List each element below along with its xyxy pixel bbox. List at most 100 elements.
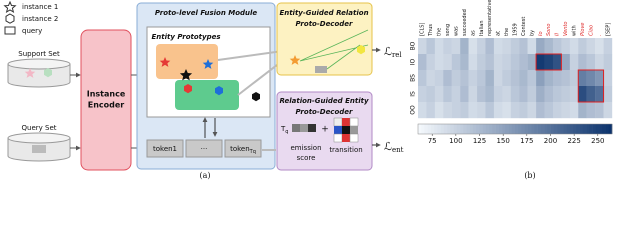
legend-star <box>3 0 17 13</box>
heat-cell <box>536 38 545 55</box>
heat-cell <box>552 70 562 87</box>
colorbar-segment <box>466 124 471 134</box>
emission-matrix <box>292 124 316 132</box>
colorbar-tick-label: 200 <box>544 137 557 145</box>
heat-cell <box>595 54 604 71</box>
heat-cell <box>493 102 503 119</box>
heat-cell <box>502 102 511 119</box>
heat-cell <box>502 38 511 55</box>
token-box <box>146 139 184 158</box>
colorbar-segment <box>469 124 474 134</box>
heat-cell <box>443 102 452 119</box>
loss-symbol: ℒ <box>384 45 392 58</box>
heat-cell <box>578 86 587 103</box>
heat-cell <box>477 54 486 71</box>
emission-label: emission <box>290 144 321 152</box>
cylinder-top <box>7 132 71 144</box>
heat-cell <box>536 54 545 71</box>
colorbar-tick-label: 100 <box>449 137 462 145</box>
heat-cell <box>468 70 478 87</box>
colorbar-segment <box>424 124 428 134</box>
colorbar-segment <box>453 124 458 134</box>
column-label: . <box>597 34 603 36</box>
colorbar-segment <box>508 124 513 134</box>
heat-cell <box>477 70 486 87</box>
heat-cell <box>443 38 452 55</box>
column-label: the <box>437 28 443 36</box>
heat-cell <box>519 54 528 71</box>
emission-label: score <box>297 154 316 162</box>
colorbar-segment <box>576 124 580 134</box>
colorbar-segment <box>456 124 461 134</box>
colorbar-segment <box>592 124 597 134</box>
heat-cell <box>519 38 528 55</box>
token-text: token <box>230 145 250 153</box>
colorbar-tick-label: 125 <box>473 137 486 145</box>
heat-cell <box>527 54 537 71</box>
relation-decoder <box>276 2 373 76</box>
heat-cell <box>460 86 469 103</box>
heat-cell <box>519 70 528 87</box>
colorbar-segment <box>460 124 464 134</box>
colorbar-segment <box>540 124 545 134</box>
heat-cell <box>418 70 427 87</box>
colorbar-segment <box>463 124 467 134</box>
highlight-box <box>577 69 605 103</box>
colorbar-segment <box>599 124 603 134</box>
caption: (a) <box>199 171 210 180</box>
heat-cell <box>578 102 587 119</box>
colorbar-segment <box>547 124 551 134</box>
heat-cell <box>569 70 579 87</box>
heat-cell <box>536 86 545 103</box>
token-text: token1 <box>153 145 177 153</box>
heat-cell <box>595 70 604 87</box>
tq-main: T <box>280 125 286 133</box>
heat-cell <box>544 86 554 103</box>
heat-cell <box>552 38 562 55</box>
heat-cell <box>578 54 587 71</box>
heat-cell <box>527 102 537 119</box>
heat-cell <box>443 70 452 87</box>
heat-cell <box>468 38 478 55</box>
colorbar-segment <box>511 124 516 134</box>
column-label: [SEP] <box>605 23 611 36</box>
heat-cell <box>552 102 562 119</box>
heat-cell <box>451 102 461 119</box>
token-sub: Tq <box>249 149 256 155</box>
column-label: by <box>529 30 535 36</box>
heat-cell <box>434 54 444 71</box>
encoder-label: Encoder <box>88 101 125 110</box>
colorbar-segment <box>440 124 445 134</box>
colorbar-segment <box>505 124 509 134</box>
colorbar-segment <box>492 124 496 134</box>
colorbar-segment <box>421 124 425 134</box>
query-icon <box>315 66 327 73</box>
colorbar-segment <box>485 124 490 134</box>
heat-cell <box>451 70 461 87</box>
heat-cell <box>434 102 444 119</box>
colorbar-segment <box>550 124 555 134</box>
colorbar-segment <box>447 124 451 134</box>
token-label: token1 <box>153 145 177 153</box>
colorbar-segment <box>476 124 480 134</box>
prototypes-title: Entity Prototypes <box>151 33 220 41</box>
decoder-title: Relation-Guided Entity <box>279 97 369 105</box>
heat-cell <box>595 38 604 55</box>
heat-cell <box>418 54 427 71</box>
colorbar-tick-label: 250 <box>591 137 604 145</box>
heat-cell <box>426 70 436 87</box>
colorbar-segment <box>573 124 577 134</box>
column-label: song <box>445 24 451 36</box>
heat-cell <box>586 102 596 119</box>
colorbar-segment <box>602 124 606 134</box>
heat-cell <box>544 38 554 55</box>
entity-decoder <box>276 91 373 171</box>
heat-cell <box>586 70 596 87</box>
heat-cell <box>434 38 444 55</box>
heat-cell <box>586 86 596 103</box>
column-label: with <box>572 25 578 36</box>
heat-cell <box>519 102 528 119</box>
encoder-label: Instance <box>87 90 126 99</box>
heat-cell <box>561 38 571 55</box>
hex-icon <box>44 68 52 78</box>
